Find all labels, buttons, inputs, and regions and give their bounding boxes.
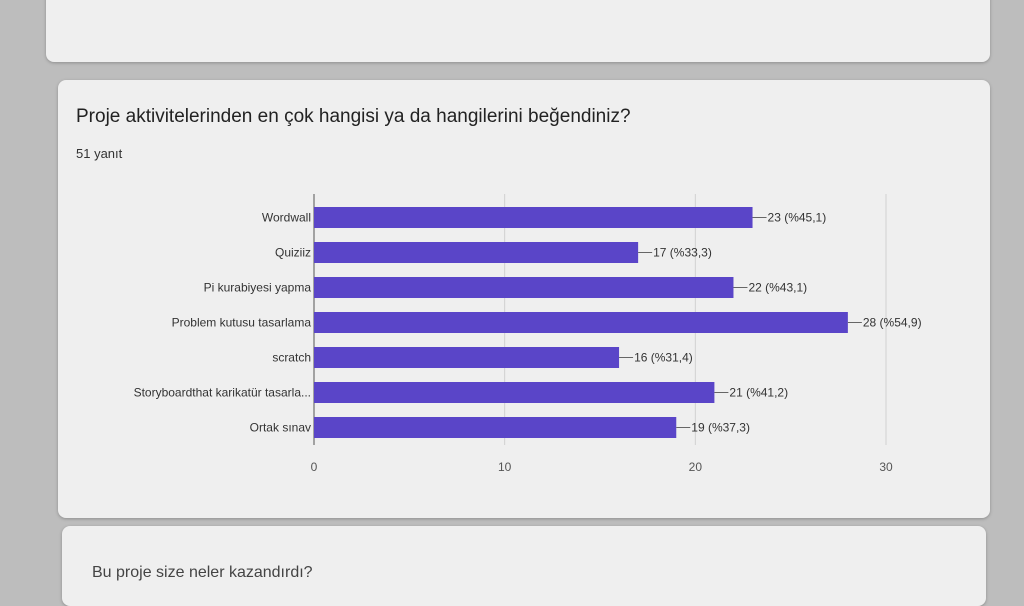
value-label: 23 (%45,1): [768, 211, 827, 225]
bar: [314, 347, 620, 368]
value-label: 19 (%37,3): [691, 421, 750, 435]
x-tick-label: 0: [311, 460, 318, 474]
category-label: Quiziiz: [275, 246, 311, 260]
bar: [314, 382, 715, 403]
value-label: 28 (%54,9): [863, 316, 922, 330]
bar: [314, 242, 639, 263]
x-tick-label: 30: [879, 460, 893, 474]
value-label: 21 (%41,2): [729, 386, 788, 400]
category-label: scratch: [272, 351, 311, 365]
bar: [314, 277, 734, 298]
value-label: 22 (%43,1): [748, 281, 807, 295]
category-label: Storyboardthat karikatür tasarla...: [134, 386, 311, 400]
value-label: 16 (%31,4): [634, 351, 693, 365]
bar: [314, 417, 677, 438]
bar: [314, 207, 753, 228]
question-card: Proje aktivitelerinden en çok hangisi ya…: [58, 80, 990, 518]
next-question-card: Bu proje size neler kazandırdı?: [62, 526, 986, 606]
category-label: Ortak sınav: [250, 421, 311, 435]
category-label: Wordwall: [262, 211, 311, 225]
value-label: 17 (%33,3): [653, 246, 712, 260]
bar: [314, 312, 848, 333]
question-title: Proje aktivitelerinden en çok hangisi ya…: [76, 106, 631, 127]
response-count: 51 yanıt: [76, 146, 123, 161]
next-question-title: Bu proje size neler kazandırdı?: [92, 564, 313, 581]
category-label: Problem kutusu tasarlama: [172, 316, 312, 330]
x-tick-label: 10: [498, 460, 512, 474]
bar-chart: Wordwall 23 (%45,1) Quiziiz 17 (%33,3) Pi ku…: [134, 194, 922, 474]
category-label: Pi kurabiyesi yapma: [204, 281, 312, 295]
x-tick-label: 20: [689, 460, 703, 474]
previous-question-card: [46, 0, 990, 62]
